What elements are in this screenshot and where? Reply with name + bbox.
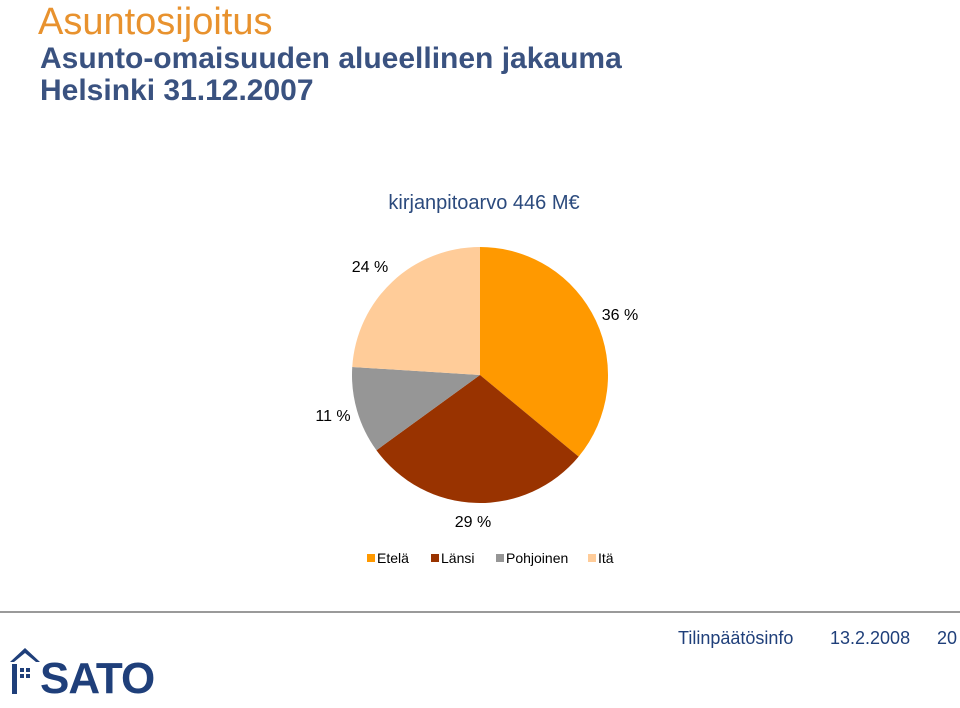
slide-subtitle-date: Helsinki 31.12.2007	[40, 74, 314, 107]
legend-swatch	[496, 554, 504, 562]
legend-label: Pohjoinen	[506, 550, 568, 566]
legend-label: Itä	[598, 550, 614, 566]
slice-label: 24 %	[352, 259, 388, 276]
legend-label: Länsi	[441, 550, 474, 566]
slice-label: 29 %	[455, 514, 491, 531]
footer-divider	[0, 611, 960, 613]
chart-title: kirjanpitoarvo 446 M€	[388, 192, 579, 214]
sato-house-icon	[10, 648, 40, 694]
pie-slice-pohjoinen	[352, 366, 480, 451]
page-number: 20	[937, 628, 958, 648]
sato-logo-text: SATO	[40, 654, 155, 703]
pie-slice-etelä	[480, 247, 608, 457]
legend-label: Etelä	[377, 550, 409, 566]
legend-swatch	[431, 554, 439, 562]
slide-subtitle: Asunto-omaisuuden alueellinen jakauma	[40, 42, 622, 75]
slice-label: 11 %	[315, 408, 350, 425]
footer-label: Tilinpäätösinfo	[678, 628, 794, 648]
pie-slice-itä	[352, 247, 480, 375]
legend-swatch	[588, 554, 596, 562]
footer-date: 13.2.2008	[830, 628, 911, 648]
legend-swatch	[367, 554, 375, 562]
slice-label: 36 %	[602, 307, 638, 324]
pie-slice-länsi	[376, 375, 579, 503]
slide-title: Asuntosijoitus	[38, 1, 273, 43]
pie-chart: kirjanpitoarvo 446 M€ 36 % 29 % 11 % 24 % E…	[315, 192, 638, 566]
